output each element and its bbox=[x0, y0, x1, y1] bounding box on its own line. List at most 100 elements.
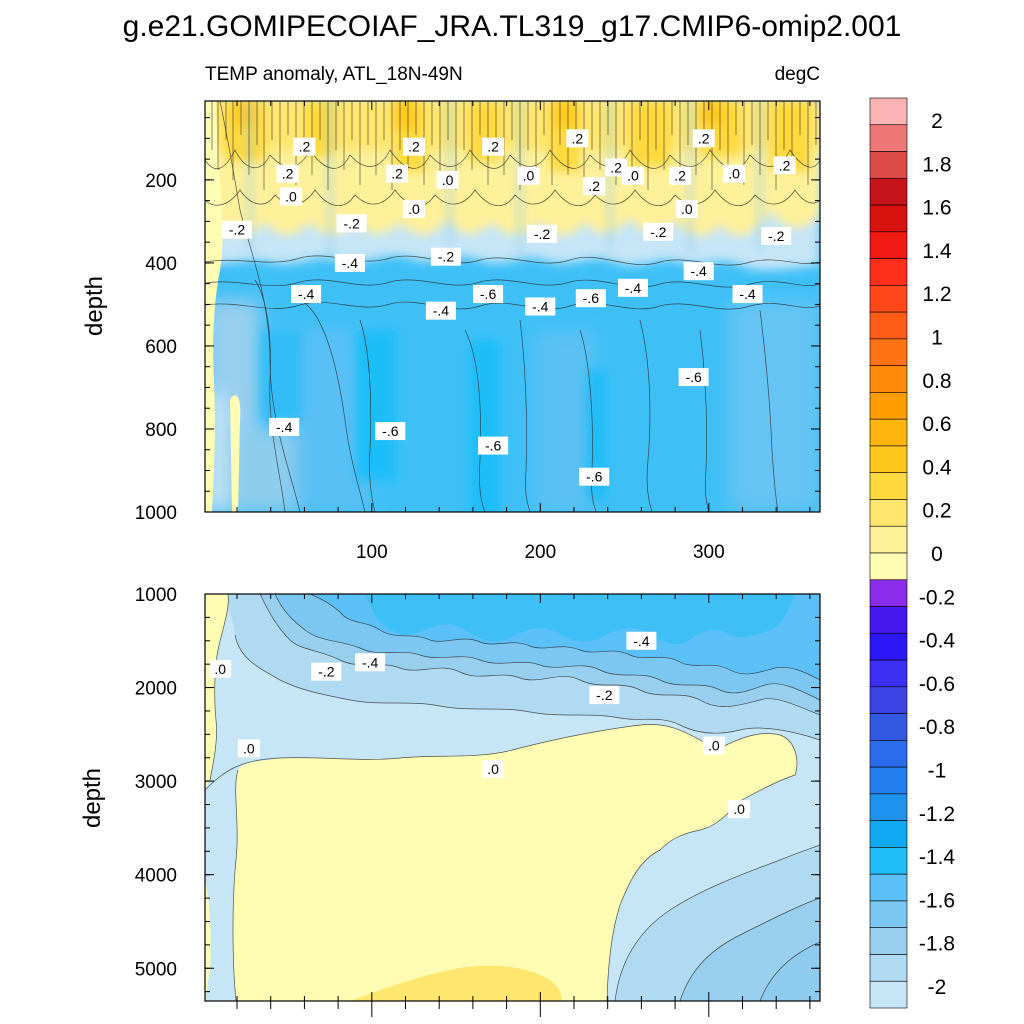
contour-label-text: .0 bbox=[243, 740, 255, 756]
contour-label-text: -.2 bbox=[534, 226, 551, 242]
y-tick-label: 3000 bbox=[135, 772, 177, 793]
contour-label-box bbox=[402, 137, 425, 156]
contour-label-box bbox=[669, 166, 692, 185]
contour-label-text: -.4 bbox=[362, 654, 379, 670]
colorbar-swatch bbox=[869, 285, 908, 313]
contour-label: .0 bbox=[517, 166, 540, 185]
contour-label-text: .2 bbox=[282, 166, 294, 182]
contour-label-box bbox=[291, 285, 322, 304]
contour-label-box bbox=[334, 253, 365, 272]
contour-label: -.2 bbox=[311, 662, 342, 681]
contour-label: .2 bbox=[276, 164, 299, 183]
contour-label-box bbox=[430, 247, 461, 266]
contour-label: -.4 bbox=[617, 278, 648, 297]
contour-label-box bbox=[617, 278, 648, 297]
contour-label: -.4 bbox=[683, 262, 714, 281]
contour-label-box bbox=[761, 226, 792, 245]
colorbar-swatch bbox=[869, 499, 908, 527]
contour-label-text: .0 bbox=[681, 201, 693, 217]
colorbar-swatch bbox=[869, 873, 908, 902]
contour-label-text: -.2 bbox=[650, 224, 667, 240]
contour-label-box bbox=[692, 129, 715, 148]
contour-label-box bbox=[269, 417, 300, 436]
contour-label: -.2 bbox=[526, 224, 557, 243]
y-tick-label: 600 bbox=[145, 337, 177, 358]
contour-label-text: -.4 bbox=[739, 286, 756, 302]
colorbar-label: 1 bbox=[931, 327, 943, 350]
colorbar-label: -0.2 bbox=[919, 586, 955, 609]
contour-label-text: .0 bbox=[487, 761, 499, 777]
colorbar-swatch bbox=[869, 338, 908, 366]
contour-label: -.2 bbox=[430, 247, 461, 266]
contour-label-text: .2 bbox=[674, 168, 686, 184]
contour-label: -.4 bbox=[732, 285, 763, 304]
contour-label-text: -.4 bbox=[298, 286, 315, 302]
colorbar-label: 0.6 bbox=[922, 413, 951, 436]
contour-label: .0 bbox=[237, 739, 260, 758]
contour-label-box bbox=[683, 262, 714, 281]
contour-label: -.4 bbox=[291, 285, 322, 304]
contour-label-text: -.2 bbox=[768, 228, 785, 244]
contour-label: .0 bbox=[702, 736, 725, 755]
contour-label-box bbox=[723, 164, 746, 183]
contour-label: .2 bbox=[386, 164, 409, 183]
colorbar-swatch bbox=[869, 525, 908, 554]
contour-label-box bbox=[526, 224, 557, 243]
contour-label-text: -.6 bbox=[485, 438, 502, 454]
contour-label: .0 bbox=[621, 166, 644, 185]
contour-label-box bbox=[621, 166, 644, 185]
contour-label-box bbox=[589, 686, 620, 705]
contour-label-text: -.4 bbox=[342, 255, 359, 271]
contour-label: -.2 bbox=[589, 686, 620, 705]
contour-label-text: -.4 bbox=[633, 633, 650, 649]
colorbar-label: 0.2 bbox=[922, 500, 951, 523]
bottom-field: .0 -.4 -.2 -.4 -.2 .0 .0 .0 .0 bbox=[205, 594, 820, 1001]
colorbar-label: -1.8 bbox=[919, 933, 955, 956]
colorbar-label: 0.8 bbox=[922, 370, 951, 393]
contour-label-box bbox=[222, 220, 253, 239]
colorbar-swatch bbox=[869, 365, 908, 393]
contour-label: -.6 bbox=[375, 422, 406, 441]
colorbar-swatch bbox=[869, 124, 908, 152]
contour-label-box bbox=[678, 368, 709, 387]
colorbar-swatch bbox=[869, 820, 908, 848]
contour-label: -.4 bbox=[355, 653, 386, 672]
colorbar-swatch bbox=[869, 659, 908, 688]
colorbar-label: -2 bbox=[928, 976, 947, 999]
colorbar-swatch bbox=[869, 151, 908, 179]
contour-label-text: -.4 bbox=[433, 303, 450, 319]
contour-label-box bbox=[773, 156, 796, 175]
colorbar-swatch bbox=[869, 847, 908, 875]
colorbar-label: -0.8 bbox=[919, 716, 955, 739]
colorbar-swatch bbox=[869, 980, 908, 1009]
top-y-axis-label: depth bbox=[81, 276, 108, 336]
colorbar-swatch bbox=[869, 177, 908, 206]
x-tick-label: 200 bbox=[524, 542, 556, 563]
colorbar-label: 1.2 bbox=[922, 283, 951, 306]
colorbar-swatch bbox=[869, 231, 908, 259]
contour-label: .0 bbox=[482, 759, 505, 778]
contour-label-text: .0 bbox=[523, 168, 535, 184]
contour-label-box bbox=[355, 653, 386, 672]
colorbar-label: -0.6 bbox=[919, 673, 955, 696]
top-panel: TEMP anomaly, ATL_18N-49N degC depth bbox=[81, 64, 821, 563]
colorbar-swatch bbox=[869, 766, 908, 795]
y-tick-label: 4000 bbox=[135, 866, 177, 887]
contour-label-box bbox=[517, 166, 540, 185]
contour-label: .0 bbox=[728, 800, 751, 819]
colorbar-swatch bbox=[869, 445, 908, 474]
contour-label: .2 bbox=[402, 137, 425, 156]
contour-label-text: -.4 bbox=[691, 263, 708, 279]
contour-label-text: .2 bbox=[588, 178, 600, 194]
bottom-panel: depth bbox=[79, 585, 821, 1017]
contour-label-text: -.6 bbox=[583, 290, 600, 306]
contour-label-box bbox=[336, 214, 367, 233]
contour-label-text: .0 bbox=[442, 172, 454, 188]
contour-label-text: .0 bbox=[214, 661, 226, 677]
y-tick-label: 1000 bbox=[135, 503, 177, 524]
contour-label-box bbox=[293, 137, 316, 156]
contour-label-box bbox=[525, 297, 556, 316]
contour-label-box bbox=[402, 199, 425, 218]
contour-label-box bbox=[279, 187, 302, 206]
